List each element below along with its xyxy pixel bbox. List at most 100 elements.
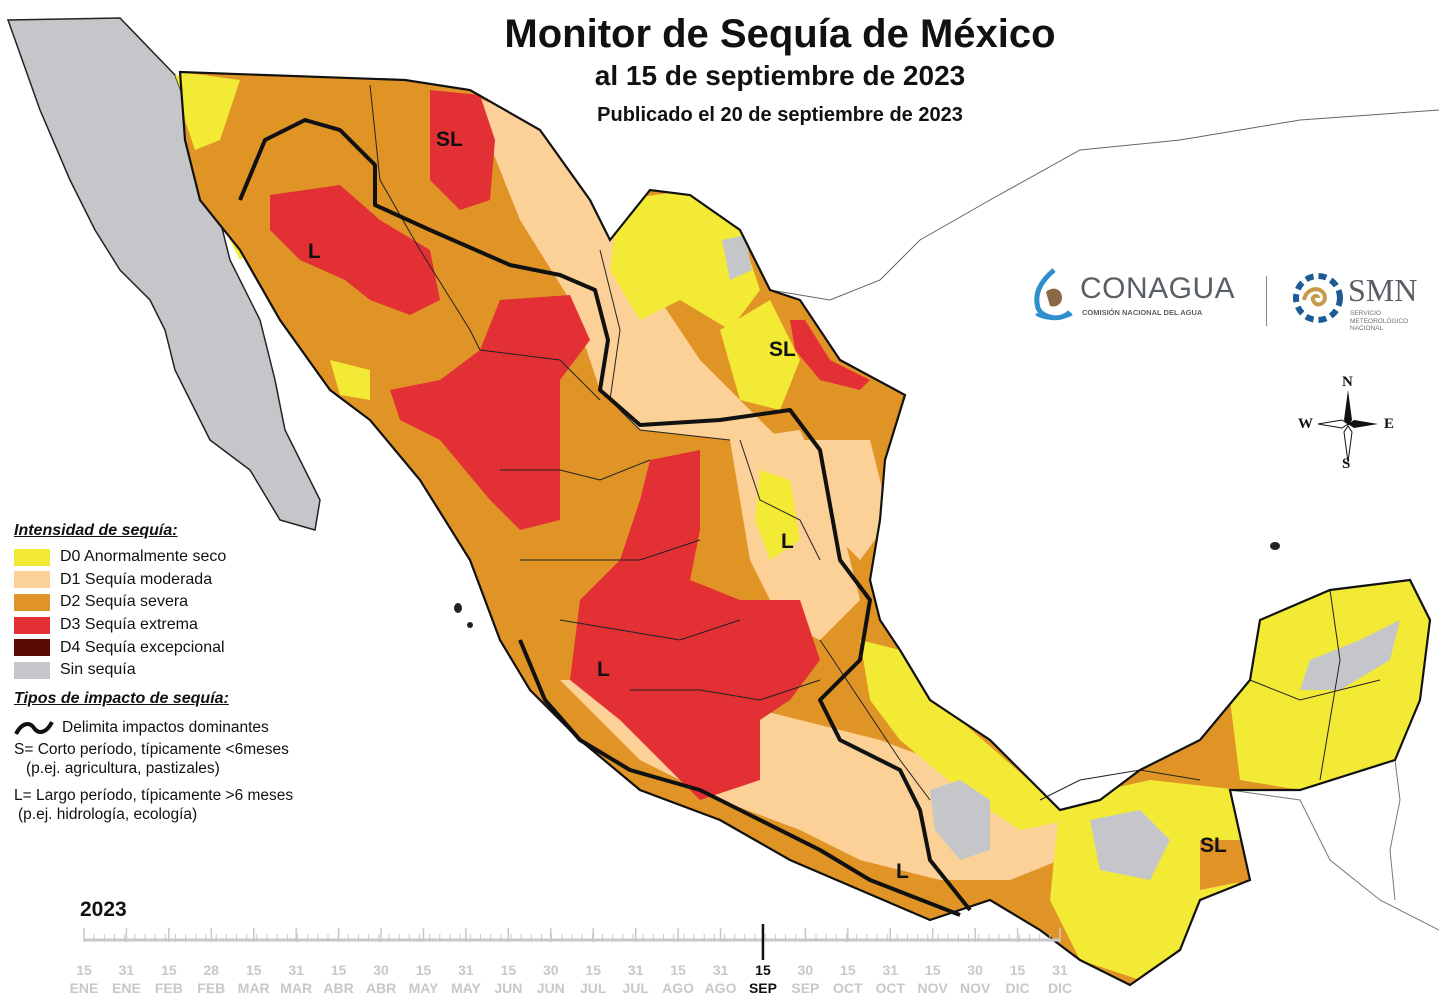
zone-d3-center (570, 450, 820, 800)
legend-item: D1 Sequía moderada (14, 569, 344, 592)
legend-label: D2 Sequía severa (60, 593, 189, 611)
legend-swatch (14, 661, 50, 679)
impact-long-line2: (p.ej. hidrología, ecología) (18, 805, 198, 823)
conagua-logo: CONAGUA COMISIÓN NACIONAL DEL AGUA (1030, 268, 1260, 330)
timeline-day-label: 30 (967, 962, 983, 978)
legend-heading: Intensidad de sequía: (14, 522, 178, 539)
timeline-month-label: FEB (197, 980, 225, 996)
smn-emblem-icon (1293, 273, 1343, 323)
timeline-month-label: MAR (238, 980, 270, 996)
timeline-day-label: 31 (628, 962, 644, 978)
compass-east: E (1384, 416, 1395, 432)
belize-outline (1389, 759, 1401, 901)
smn-subtitle-line: SERVICIO (1350, 310, 1381, 317)
impact-short-line1: S= Corto período, típicamente <6meses (14, 740, 289, 758)
timeline-month-label: JUL (580, 980, 607, 996)
timeline-day-label: 15 (670, 962, 686, 978)
timeline-month-label: MAR (280, 980, 312, 996)
zone-d0-gulf (860, 640, 1070, 830)
timeline-day-label: 15 (585, 962, 601, 978)
legend-swatch (14, 639, 50, 657)
timeline-day-label: 31 (119, 962, 135, 978)
conagua-subtitle: COMISIÓN NACIONAL DEL AGUA (1082, 308, 1203, 317)
timeline-month-label: ABR (323, 980, 353, 996)
impact-heading: Tipos de impacto de sequía: (14, 689, 229, 707)
timeline-month-label: OCT (833, 980, 863, 996)
timeline-day-label: 31 (458, 962, 474, 978)
timeline-day-label: 30 (798, 962, 814, 978)
legend-swatch (14, 548, 50, 566)
map-label-l: L (781, 530, 794, 553)
timeline-month-label: MAY (409, 980, 439, 996)
impact-lines (238, 118, 972, 917)
zone-d0-bajio (755, 470, 800, 560)
timeline-month-label: FEB (155, 980, 183, 996)
timeline-month-label: JUN (537, 980, 565, 996)
compass-west: W (1298, 416, 1313, 432)
legend-item: D0 Anormalmente seco (14, 546, 344, 569)
zone-d3-chihuahua-north (430, 90, 495, 210)
compass-rose: N S E W (1296, 374, 1396, 476)
timeline-day-label: 31 (288, 962, 304, 978)
timeline-month-label: OCT (875, 980, 905, 996)
legend-swatch (14, 616, 50, 634)
compass-north: N (1342, 374, 1353, 390)
timeline-day-label: 30 (373, 962, 389, 978)
timeline-month-label: AGO (662, 980, 694, 996)
legend: Intensidad de sequía: D0 Anormalmente se… (14, 522, 344, 824)
timeline-day-label: 15 (76, 962, 92, 978)
timeline-day-label: 31 (713, 962, 729, 978)
timeline-day-label: 15 (755, 962, 771, 978)
zone-d0-coahuila (610, 190, 760, 330)
zone-none-veracruz (930, 780, 990, 860)
zone-none-coahuila (722, 235, 752, 280)
impact-short-term: S= Corto período, típicamente <6meses (p… (14, 740, 344, 778)
legend-item: D4 Sequía excepcional (14, 636, 344, 659)
legend-label: D0 Anormalmente seco (60, 548, 227, 566)
conagua-name: CONAGUA (1080, 272, 1236, 305)
timeline-month-label: ABR (366, 980, 396, 996)
timeline: 15 ENE 31 ENE 15 FEB 28 FEB 15 MAR 31 MAR 15 ABR 30 ABR… (70, 924, 1072, 996)
smn-name: SMN (1348, 272, 1418, 308)
zone-d0-tamaulipas (720, 300, 800, 410)
compass-south: S (1342, 456, 1351, 472)
map-label-sl: SL (1200, 834, 1227, 857)
impact-short-line2: (p.ej. agricultura, pastizales) (26, 759, 220, 777)
timeline-day-label: 15 (161, 962, 177, 978)
map-label-l: L (308, 240, 321, 263)
timeline-month-label: ENE (112, 980, 141, 996)
logo-divider (1266, 276, 1267, 326)
zone-d3-tamaulipas (790, 320, 870, 390)
smn-subtitle-line: METEOROLÓGICO (1350, 317, 1409, 325)
timeline-day-label: 15 (840, 962, 856, 978)
impact-long-term: L= Largo período, típicamente >6 meses (… (14, 786, 344, 824)
zone-d3-sonora (270, 185, 440, 315)
legend-item: Sin sequía (14, 659, 344, 682)
timeline-day-label: 28 (204, 962, 220, 978)
map-label-sl: SL (436, 128, 463, 151)
zone-none-chiapas (1090, 810, 1170, 880)
timeline-day-label: 15 (246, 962, 262, 978)
impact-line-label: Delimita impactos dominantes (62, 718, 269, 736)
timeline-month-label: DIC (1006, 980, 1030, 996)
timeline-month-label: SEP (749, 980, 777, 996)
legend-label: D4 Sequía excepcional (60, 638, 225, 656)
zone-d0-sinaloa (330, 360, 370, 400)
map-title: Monitor de Sequía de México (504, 12, 1056, 56)
legend-label: D1 Sequía moderada (60, 570, 213, 588)
conagua-emblem-icon (1034, 268, 1073, 321)
zone-d2-tabasco (1200, 840, 1250, 890)
zone-none-yucatan (1300, 620, 1400, 690)
timeline-month-label: ENE (70, 980, 99, 996)
timeline-month-label: DIC (1048, 980, 1072, 996)
legend-swatch (14, 593, 50, 611)
timeline-day-label: 15 (416, 962, 432, 978)
impact-long-line1: L= Largo período, típicamente >6 meses (14, 786, 294, 804)
legend-swatch (14, 571, 50, 589)
timeline-year: 2023 (80, 898, 127, 921)
map-subtitle: al 15 de septiembre de 2023 (594, 60, 966, 91)
legend-item: D3 Sequía extrema (14, 614, 344, 637)
timeline-month-label: JUL (622, 980, 649, 996)
timeline-month-label: MAY (451, 980, 481, 996)
